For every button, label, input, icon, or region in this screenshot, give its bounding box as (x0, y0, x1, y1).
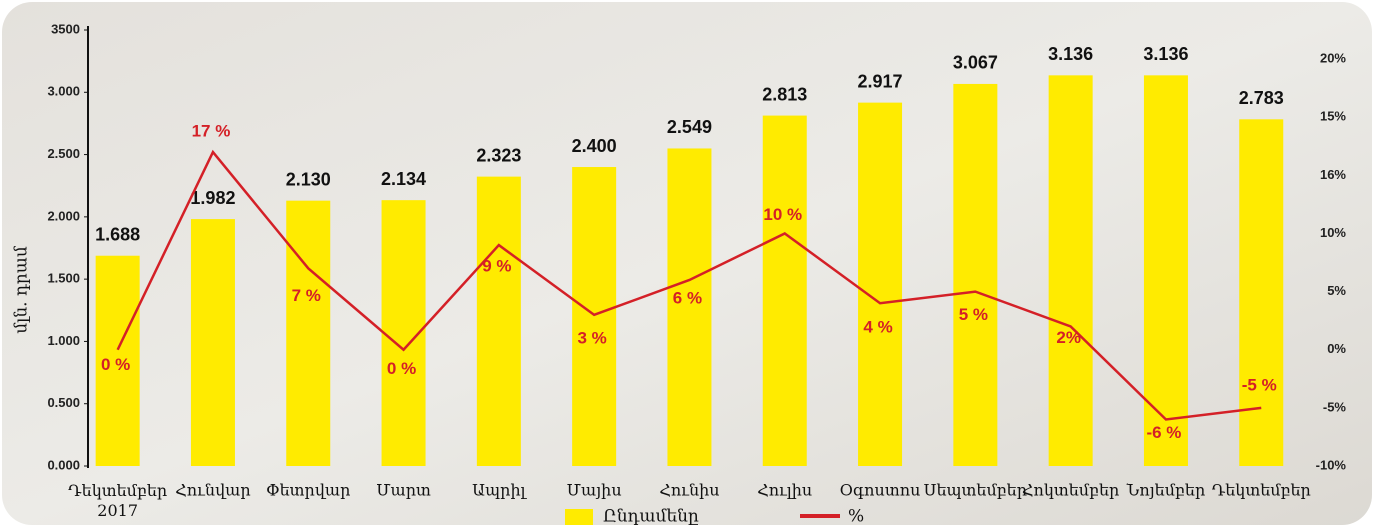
line-value-label: 10 % (763, 205, 802, 224)
line-value-label: 9 % (482, 257, 511, 276)
x-tick-label: Մայիս (567, 481, 622, 500)
y-tick-label: 1.500 (47, 271, 80, 286)
bar-value-label: 3.136 (1048, 44, 1093, 64)
bar-value-label: 2.813 (762, 84, 807, 104)
bar (1239, 119, 1284, 466)
line-value-label: 17 % (192, 122, 231, 141)
y2-tick-label: 10% (1320, 225, 1346, 240)
bar (190, 219, 235, 466)
bar-value-label: 2.400 (572, 136, 617, 156)
y2-tick-label: -10% (1316, 457, 1347, 472)
y2-tick-label: 0% (1327, 341, 1346, 356)
x-tick-label-line: Դեկտեմբեր (68, 481, 167, 500)
bar (476, 176, 521, 466)
bar-value-label: 2.323 (476, 145, 521, 165)
x-tick-label-line: 2017 (97, 501, 138, 520)
line-value-label: -5 % (1242, 375, 1277, 394)
y-tick-label: 0.000 (47, 457, 80, 472)
bar-value-label: 1.982 (190, 188, 235, 208)
line-value-label: 3 % (578, 328, 607, 347)
legend-label: Ընդամենը (603, 507, 699, 527)
y2-tick-label: -5% (1323, 399, 1347, 414)
x-tick-label: Ապրիլ (472, 481, 527, 500)
y-tick-label: 0.500 (47, 395, 80, 410)
legend-label: % (848, 507, 864, 527)
line-value-label: -6 % (1146, 423, 1181, 442)
x-tick-label: Հոկտեմբեր (1022, 481, 1119, 500)
line-value-label: 0 % (387, 359, 416, 378)
bar (953, 83, 998, 467)
line-value-label: 0 % (101, 355, 130, 374)
x-tick-label: Հունիս (659, 481, 719, 500)
bar-value-label: 2.130 (286, 169, 331, 189)
y-tick-label: 2.500 (47, 146, 80, 161)
line (116, 149, 1262, 421)
y2-tick-label: 5% (1327, 283, 1346, 298)
bar (858, 102, 903, 466)
bar (1048, 75, 1093, 467)
x-tick-label: Հունվար (175, 481, 250, 500)
bar (1143, 75, 1188, 467)
y-tick-label: 3.000 (47, 84, 80, 99)
line-value-label: 5 % (959, 305, 988, 324)
line-value-label: 4 % (863, 318, 892, 337)
bar (762, 115, 807, 467)
legend-swatch (565, 509, 593, 525)
bar-value-label: 2.134 (381, 169, 426, 189)
x-tick-label: Օգոստոս (840, 481, 921, 500)
y-tick-label: 2.000 (47, 208, 80, 223)
x-tick-label: Դեկտեմբեր 2017 (68, 481, 167, 520)
bar (95, 255, 140, 466)
y-tick-label: 3500 (51, 21, 80, 36)
x-tick-label: Հուլիս (757, 481, 812, 500)
bar (667, 148, 712, 467)
bar (286, 200, 331, 467)
line-value-label: 7 % (292, 286, 321, 305)
bar-value-label: 1.688 (95, 224, 140, 244)
y2-tick-label: 16% (1320, 167, 1346, 182)
bar (572, 167, 617, 466)
x-tick-label: Նոյեմբեր (1126, 481, 1206, 500)
line-value-label: 2% (1056, 328, 1081, 347)
y2-tick-label: 20% (1320, 51, 1346, 66)
y-axis-label: մլն. դրամ (12, 245, 32, 334)
x-tick-label: Փետրվար (266, 481, 350, 500)
bar-value-label: 2.549 (667, 117, 712, 137)
bar-value-label: 2.783 (1239, 88, 1284, 108)
y2-tick-label: 15% (1320, 109, 1346, 124)
bar-value-label: 3.136 (1143, 44, 1188, 64)
x-tick-label: Դեկտեմբեր (1212, 481, 1311, 500)
y-tick-label: 1.000 (47, 333, 80, 348)
x-tick-label: Սեպտեմբեր (924, 481, 1027, 500)
bar-value-label: 2.917 (858, 71, 903, 91)
x-tick-label: Մարտ (376, 481, 431, 500)
bar-value-label: 3.067 (953, 53, 998, 73)
line-value-label: 6 % (673, 288, 702, 307)
